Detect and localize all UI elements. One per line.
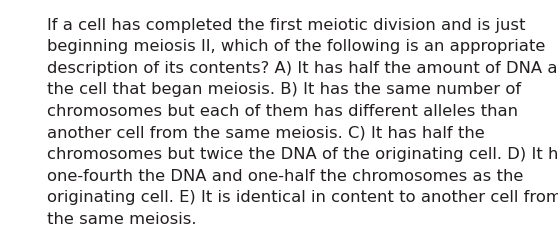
Text: If a cell has completed the first meiotic division and is just
beginning meiosis: If a cell has completed the first meioti… — [47, 18, 558, 226]
